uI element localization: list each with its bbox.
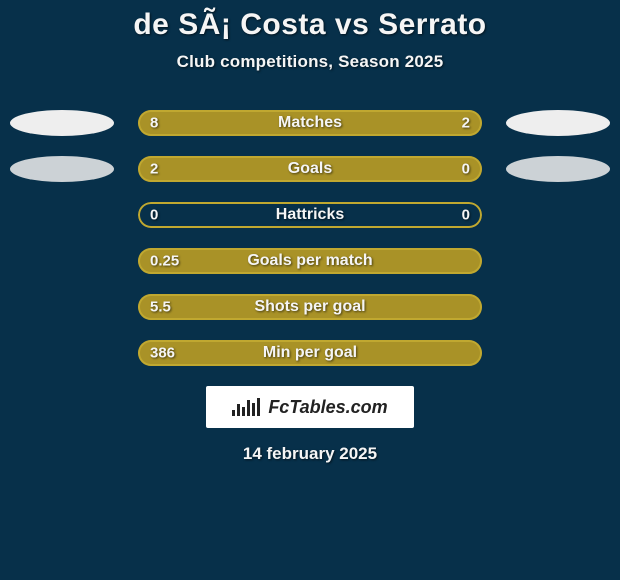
logo-badge: FcTables.com bbox=[206, 386, 414, 428]
player-oval-right bbox=[506, 156, 610, 182]
stat-row: 2 0 Goals bbox=[0, 156, 620, 182]
player-oval-left bbox=[10, 110, 114, 136]
player-oval-right bbox=[506, 110, 610, 136]
page-title: de SÃ¡ Costa vs Serrato bbox=[0, 8, 620, 42]
logo-text: FcTables.com bbox=[268, 397, 387, 418]
stat-row: 0 0 Hattricks bbox=[0, 202, 620, 228]
stat-row: 0.25 Goals per match bbox=[0, 248, 620, 274]
stat-bar: 8 2 Matches bbox=[138, 110, 482, 136]
stat-row: 8 2 Matches bbox=[0, 110, 620, 136]
stat-value-left: 0 bbox=[150, 207, 158, 224]
stat-label: Shots per goal bbox=[254, 298, 365, 316]
logo-bars-icon bbox=[232, 398, 260, 416]
stat-value-left: 5.5 bbox=[150, 299, 171, 316]
stat-value-left: 0.25 bbox=[150, 253, 179, 270]
footer-date: 14 february 2025 bbox=[0, 444, 620, 464]
stat-value-left: 8 bbox=[150, 115, 158, 132]
spacer bbox=[10, 340, 114, 366]
bar-fill-left bbox=[138, 110, 413, 136]
stat-value-right: 0 bbox=[462, 207, 470, 224]
spacer bbox=[506, 340, 610, 366]
spacer bbox=[10, 202, 114, 228]
spacer bbox=[506, 248, 610, 274]
stat-label: Matches bbox=[278, 114, 342, 132]
spacer bbox=[10, 294, 114, 320]
stat-label: Min per goal bbox=[263, 344, 357, 362]
spacer bbox=[10, 248, 114, 274]
player-oval-left bbox=[10, 156, 114, 182]
stat-row: 5.5 Shots per goal bbox=[0, 294, 620, 320]
stat-value-right: 2 bbox=[462, 115, 470, 132]
stat-label: Goals bbox=[288, 160, 332, 178]
stat-row: 386 Min per goal bbox=[0, 340, 620, 366]
stat-bar: 0 0 Hattricks bbox=[138, 202, 482, 228]
stat-bar: 386 Min per goal bbox=[138, 340, 482, 366]
subtitle: Club competitions, Season 2025 bbox=[0, 52, 620, 72]
stat-value-left: 386 bbox=[150, 345, 175, 362]
bar-fill-right bbox=[413, 110, 482, 136]
stat-value-right: 0 bbox=[462, 161, 470, 178]
spacer bbox=[506, 202, 610, 228]
stat-bar: 0.25 Goals per match bbox=[138, 248, 482, 274]
comparison-card: de SÃ¡ Costa vs Serrato Club competition… bbox=[0, 0, 620, 580]
stats-container: 8 2 Matches 2 0 Goals 0 0 Hattricks 0.25 Goals per… bbox=[0, 110, 620, 366]
stat-value-left: 2 bbox=[150, 161, 158, 178]
stat-label: Hattricks bbox=[276, 206, 344, 224]
stat-bar: 5.5 Shots per goal bbox=[138, 294, 482, 320]
stat-bar: 2 0 Goals bbox=[138, 156, 482, 182]
spacer bbox=[506, 294, 610, 320]
stat-label: Goals per match bbox=[247, 252, 372, 270]
